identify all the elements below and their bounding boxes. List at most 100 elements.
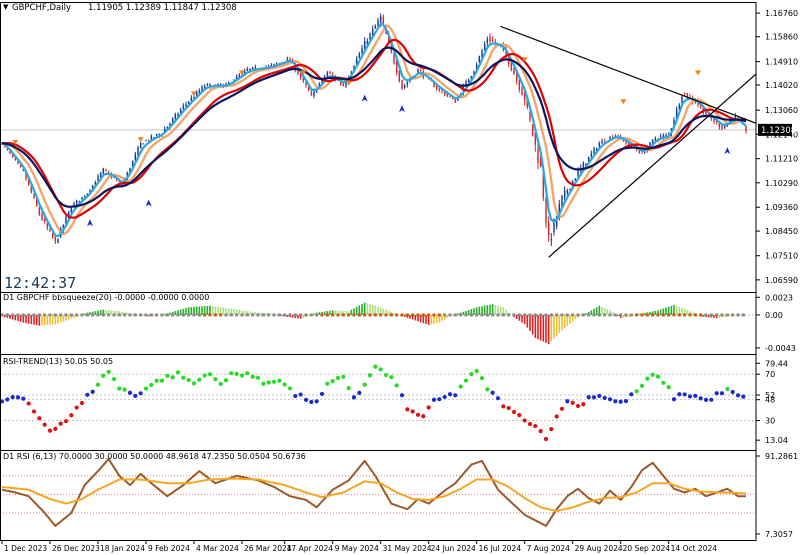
trend-dot <box>170 375 175 380</box>
candle-body <box>382 16 385 25</box>
bb-dot <box>288 313 292 317</box>
trend-dot <box>575 403 581 409</box>
candle-body <box>187 101 190 105</box>
candle-body <box>571 180 574 186</box>
down-arrow-icon <box>191 91 197 97</box>
candle-body <box>393 53 395 64</box>
candle-body <box>137 147 139 157</box>
candle-body <box>11 154 14 158</box>
candle-body <box>539 156 542 167</box>
trend-dot <box>373 364 378 369</box>
rsi-axis: 91.2861 7.3057 <box>0 452 798 539</box>
bb-dot <box>709 313 713 317</box>
clock: 12:42:37 <box>4 274 76 292</box>
trendlines[interactable] <box>500 25 757 258</box>
trend-dot <box>426 405 431 410</box>
bb-dot <box>741 313 745 317</box>
candle-body <box>443 92 446 96</box>
candle-body <box>361 48 363 54</box>
candle-body <box>342 83 345 86</box>
trend-dot <box>239 373 245 378</box>
time-tick-label: 9 Feb 2024 <box>148 544 190 553</box>
candle-body <box>510 61 513 71</box>
candle-body <box>131 160 134 168</box>
bb-dot <box>128 313 132 317</box>
trend-dot <box>122 387 127 392</box>
bb-dot <box>309 313 313 317</box>
trend-dot <box>581 402 586 407</box>
trend-dot <box>549 427 554 432</box>
bb-dot <box>21 313 25 317</box>
bb-dot <box>421 313 425 317</box>
trend-dot <box>730 389 735 395</box>
trend-dot <box>591 395 597 400</box>
candle-body <box>379 16 382 24</box>
price-tick-label: 1.11210 <box>765 155 798 164</box>
trend-dot <box>138 391 143 396</box>
trend-dot <box>458 384 463 389</box>
bb-dot <box>629 313 633 317</box>
time-tick-label: 26 Dec 2023 <box>52 544 100 553</box>
chart-header: ▼ GBPCHF,Daily 1.11905 1.12389 1.11847 1… <box>3 3 237 13</box>
trend-dot <box>53 426 58 431</box>
candle-body <box>441 89 443 92</box>
bb-dot <box>555 313 559 317</box>
candle-body <box>686 93 689 99</box>
bb-dot <box>640 313 644 317</box>
candle-body <box>62 224 65 231</box>
candle-body <box>27 177 30 185</box>
candle-body <box>569 188 571 190</box>
up-arrow-icon <box>724 147 731 155</box>
trend-dot <box>517 413 522 418</box>
trend-dot <box>394 383 399 388</box>
candle-body <box>638 150 641 154</box>
trend-dot <box>31 409 37 414</box>
candle-body <box>350 71 353 74</box>
bb-dot <box>533 313 537 317</box>
candle-body <box>582 162 585 169</box>
bb-dot <box>645 313 649 317</box>
menu-triangle-icon[interactable]: ▼ <box>3 3 9 11</box>
trend-dot <box>218 381 223 386</box>
candle-body <box>454 99 457 103</box>
trend-dot <box>293 393 298 399</box>
bb-dot <box>491 313 495 317</box>
bb-dot <box>667 313 671 317</box>
trend-dot <box>133 393 138 398</box>
bb-dot <box>320 313 324 317</box>
candle-body <box>553 219 555 233</box>
bb-dot <box>725 313 729 317</box>
candle-body <box>145 140 147 142</box>
candle-body <box>705 110 707 115</box>
candle-body <box>515 74 518 81</box>
down-arrow-icon <box>300 70 307 76</box>
bb-dot <box>704 313 708 317</box>
bb-dot <box>48 313 52 317</box>
price-tick-label: 1.14020 <box>765 81 798 90</box>
trend-dot <box>495 396 501 401</box>
candle-body <box>270 65 273 67</box>
candle-body <box>475 64 478 71</box>
trend-dot <box>47 428 53 433</box>
trend-dot <box>69 413 74 418</box>
trend-dot <box>714 391 719 396</box>
trend-tick-label: 52 <box>765 391 775 400</box>
rsi-trend-title: RSI-TREND(13) 50.05 50.05 <box>3 357 113 366</box>
trend-dot <box>154 378 159 383</box>
candle-body <box>651 139 654 144</box>
bb-dot <box>192 313 196 317</box>
bb-dot <box>443 313 447 317</box>
bb-dot <box>293 313 297 317</box>
bb-dot <box>672 313 676 317</box>
candle-body <box>486 39 489 44</box>
candle-body <box>329 71 331 74</box>
bb-dot <box>219 313 223 317</box>
trend-dot <box>671 397 677 402</box>
candle-body <box>163 129 166 133</box>
candle-body <box>38 207 41 215</box>
candle-body <box>217 83 219 86</box>
bb-dot <box>181 313 185 317</box>
candle-body <box>169 123 171 128</box>
bb-dot <box>571 313 575 317</box>
